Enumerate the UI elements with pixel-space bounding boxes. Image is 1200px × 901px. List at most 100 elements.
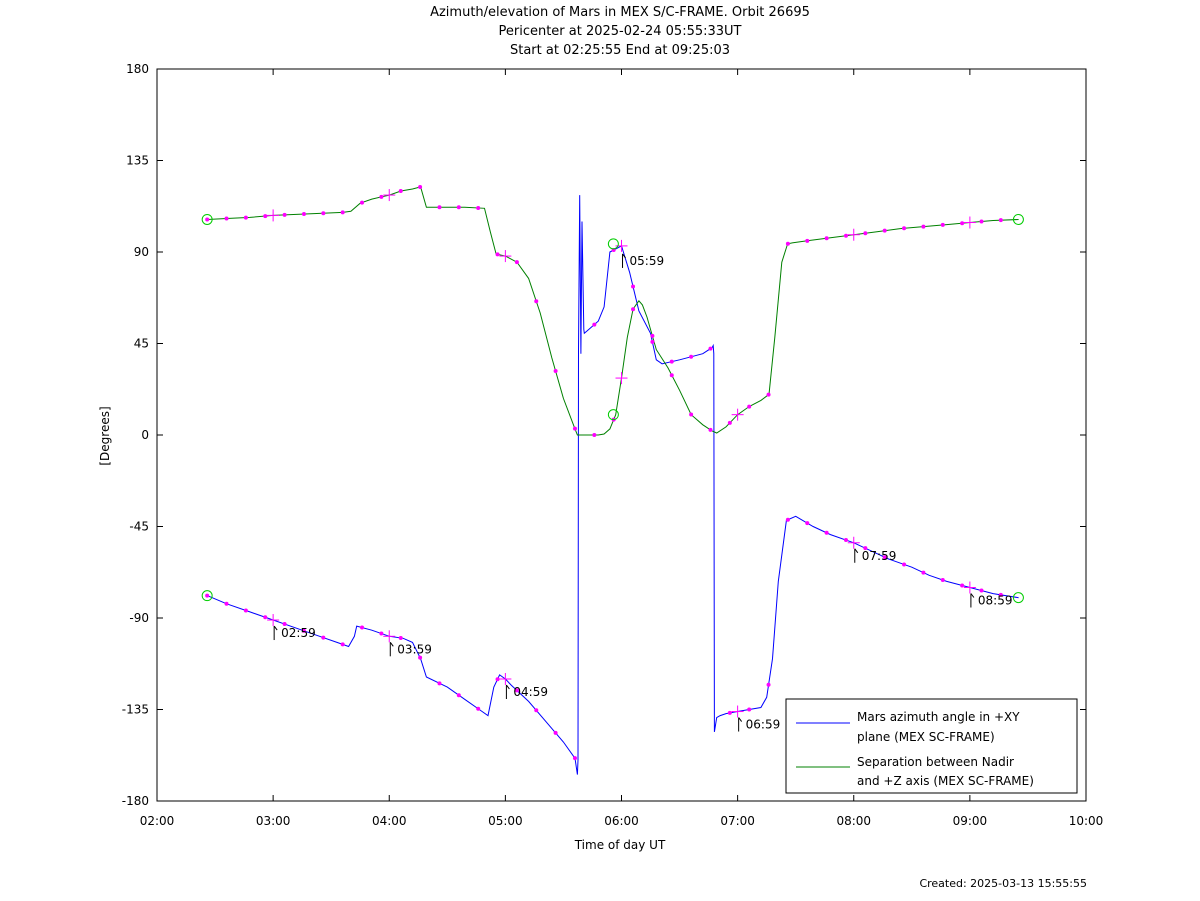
- annotation-arrow: [506, 684, 510, 690]
- y-tick-label: 0: [141, 428, 149, 442]
- x-tick-label: 06:00: [604, 814, 639, 828]
- marker-endpoint-circle: [1012, 592, 1024, 604]
- annotation-label: 02:59: [281, 626, 316, 640]
- marker-dot: [843, 538, 848, 543]
- marker-dot: [960, 221, 965, 226]
- marker-dot: [553, 730, 558, 735]
- annotation-label: 04:59: [513, 685, 548, 699]
- marker-dot: [650, 339, 655, 344]
- marker-dot: [979, 588, 984, 593]
- marker-dot: [205, 593, 210, 598]
- marker-dot: [437, 205, 442, 210]
- marker-dot: [263, 214, 268, 219]
- marker-dot: [940, 578, 945, 583]
- x-tick-label: 03:00: [256, 814, 291, 828]
- marker-dot: [301, 628, 306, 633]
- marker-dot: [650, 333, 655, 338]
- chart-title-line-1: Azimuth/elevation of Mars in MEX S/C-FRA…: [430, 5, 810, 20]
- marker-dot: [495, 252, 500, 257]
- marker-dot: [689, 412, 694, 417]
- marker-dot: [863, 546, 868, 551]
- marker-dot: [824, 530, 829, 535]
- x-tick-label: 07:00: [720, 814, 755, 828]
- marker-dot: [824, 236, 829, 241]
- marker-dot: [534, 708, 539, 713]
- marker-dot: [379, 194, 384, 199]
- marker-dot: [456, 205, 461, 210]
- marker-dot: [398, 635, 403, 640]
- annotation-arrow: [389, 641, 394, 647]
- x-tick-label: 09:00: [953, 814, 988, 828]
- marker-dot: [882, 555, 887, 560]
- marker-dot: [456, 693, 461, 698]
- marker-dot: [669, 373, 674, 378]
- y-tick-label: 135: [126, 154, 149, 168]
- marker-dot: [514, 260, 519, 265]
- marker-dot: [224, 216, 229, 221]
- marker-dot: [321, 211, 326, 216]
- marker-dot: [727, 420, 732, 425]
- marker-dot: [243, 215, 248, 220]
- y-tick-label: -135: [122, 703, 149, 717]
- plot-frame: [156, 68, 1087, 802]
- marker-dot: [437, 681, 442, 686]
- marker-dot: [321, 635, 326, 640]
- marker-dot: [360, 625, 365, 630]
- annotation-arrow: [738, 717, 743, 722]
- marker-dot: [379, 631, 384, 636]
- x-tick-label: 08:00: [836, 814, 871, 828]
- legend-label-azimuth-line-2: plane (MEX SC-FRAME): [857, 730, 995, 744]
- legend-label-separation-line-2: and +Z axis (MEX SC-FRAME): [857, 774, 1034, 788]
- marker-dot: [998, 592, 1003, 597]
- marker-dot: [263, 615, 268, 620]
- marker-dot: [921, 224, 926, 229]
- marker-dot: [572, 426, 577, 431]
- marker-dot: [902, 226, 907, 231]
- marker-dot: [785, 517, 790, 522]
- marker-dot: [902, 562, 907, 567]
- marker-dot: [689, 354, 694, 359]
- marker-dot: [418, 185, 423, 190]
- x-tick-label: 04:00: [372, 814, 407, 828]
- marker-dot: [747, 404, 752, 409]
- created-timestamp: Created: 2025-03-13 15:55:55: [919, 877, 1087, 890]
- marker-dot: [921, 570, 926, 575]
- annotation-arrow: [970, 593, 975, 598]
- x-tick-label: 02:00: [140, 814, 175, 828]
- marker-dot: [766, 682, 771, 687]
- legend: Mars azimuth angle in +XY plane (MEX SC-…: [785, 698, 1078, 794]
- annotation-arrow: [854, 548, 859, 554]
- marker-dot: [766, 392, 771, 397]
- marker-dot: [708, 427, 713, 432]
- marker-dot: [940, 222, 945, 227]
- marker-dot: [592, 433, 597, 437]
- marker-dot: [340, 642, 345, 647]
- marker-endpoint-circle: [201, 213, 213, 225]
- marker-dot: [476, 205, 481, 210]
- marker-dot: [843, 233, 848, 238]
- marker-dot: [340, 210, 345, 215]
- marker-dot: [979, 219, 984, 224]
- annotation-label: 08:59: [978, 594, 1013, 608]
- marker-dot: [514, 688, 519, 693]
- legend-box: [785, 698, 1078, 794]
- x-tick-label: 10:00: [1069, 814, 1104, 828]
- marker-dot: [805, 238, 810, 243]
- y-tick-label: 45: [134, 337, 149, 351]
- annotation-label: 07:59: [862, 549, 897, 563]
- x-tick-label: 05:00: [488, 814, 523, 828]
- marker-dot: [669, 359, 674, 364]
- chart-title-line-2: Pericenter at 2025-02-24 05:55:33UT: [498, 24, 742, 39]
- marker-dot: [747, 707, 752, 712]
- marker-dot: [301, 212, 306, 217]
- chart-title-line-3: Start at 02:25:55 End at 09:25:03: [509, 43, 731, 58]
- marker-dot: [398, 189, 403, 194]
- y-tick-label: -90: [129, 611, 149, 625]
- plot-marks: 02:59 03:59 04:59 05:59 06:59 07:59 08:59: [201, 185, 1024, 775]
- marker-dot: [631, 307, 636, 312]
- annotation-label: 06:59: [746, 718, 781, 732]
- marker-dot: [495, 677, 500, 682]
- marker-dot: [476, 706, 481, 711]
- marker-dot: [282, 622, 287, 627]
- annotation-label: 05:59: [630, 254, 665, 268]
